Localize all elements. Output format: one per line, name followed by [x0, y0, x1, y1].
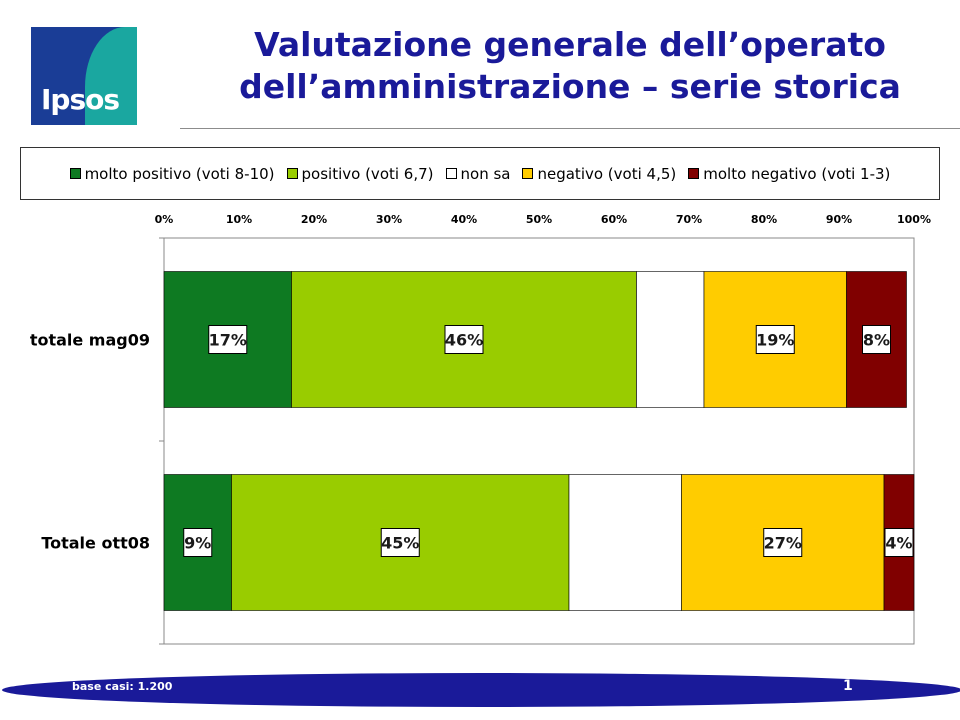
x-tick-label: 90%: [826, 213, 852, 226]
data-label: 8%: [863, 331, 890, 350]
legend-swatch: [445, 168, 457, 179]
x-tick-label: 40%: [451, 213, 477, 226]
data-label-box: [763, 528, 803, 557]
legend-label: non sa: [460, 164, 511, 183]
legend-swatch: [286, 168, 298, 179]
page-number: 1: [843, 678, 853, 694]
logo-text: Ipsos: [41, 83, 120, 116]
data-label: 27%: [764, 534, 802, 553]
title-line-2: dell’amministrazione – serie storica: [239, 67, 901, 106]
x-tick-label: 0%: [155, 213, 174, 226]
x-tick-label: 60%: [601, 213, 627, 226]
legend-label: negativo (voti 4,5): [537, 164, 677, 183]
legend-swatch: [688, 168, 700, 179]
chart-legend: molto positivo (voti 8-10) positivo (vot…: [20, 147, 940, 200]
legend-label: molto negativo (voti 1-3): [703, 164, 891, 183]
legend-swatch: [69, 168, 81, 179]
x-tick-label: 100%: [897, 213, 931, 226]
x-tick-label: 10%: [226, 213, 252, 226]
x-tick-label: 50%: [526, 213, 552, 226]
data-label: 17%: [209, 331, 247, 350]
legend-swatch: [522, 168, 534, 179]
legend-item-negativo: negativo (voti 4,5): [522, 165, 676, 183]
data-label-box: [208, 325, 248, 354]
legend-item-molto-negativo: molto negativo (voti 1-3): [688, 165, 890, 183]
legend-item-molto-positivo: molto positivo (voti 8-10): [69, 164, 275, 183]
title-divider: [180, 128, 960, 129]
y-category-label: totale mag09: [30, 331, 150, 350]
footer-base-note: base casi: 1.200: [72, 680, 173, 693]
data-label: 9%: [184, 534, 211, 553]
data-label-box: [380, 528, 420, 557]
legend-item-positivo: positivo (voti 6,7): [286, 164, 434, 183]
x-tick-label: 70%: [676, 213, 702, 226]
data-label-box: [444, 325, 484, 354]
title-line-1: Valutazione generale dell’operato: [254, 25, 886, 64]
legend-item-non-sa: non sa: [445, 164, 511, 183]
x-tick-label: 20%: [301, 213, 327, 226]
bar-segment: [636, 271, 705, 408]
data-label: 45%: [381, 534, 419, 553]
data-label-box: [862, 325, 891, 354]
data-label-box: [755, 325, 795, 354]
y-category-label: Totale ott08: [41, 534, 150, 553]
x-tick-label: 30%: [376, 213, 402, 226]
x-tick-label: 80%: [751, 213, 777, 226]
data-label: 46%: [445, 331, 483, 350]
data-label: 19%: [756, 331, 794, 350]
page-title: Valutazione generale dell’operato dell’a…: [180, 24, 960, 108]
legend-label: molto positivo (voti 8-10): [84, 164, 275, 183]
data-label: 4%: [885, 534, 912, 553]
data-label-box: [884, 528, 914, 557]
legend-label: positivo (voti 6,7): [301, 164, 434, 183]
bar-segment: [568, 474, 682, 611]
ipsos-logo: Ipsos: [31, 27, 137, 125]
data-label-box: [183, 528, 213, 557]
